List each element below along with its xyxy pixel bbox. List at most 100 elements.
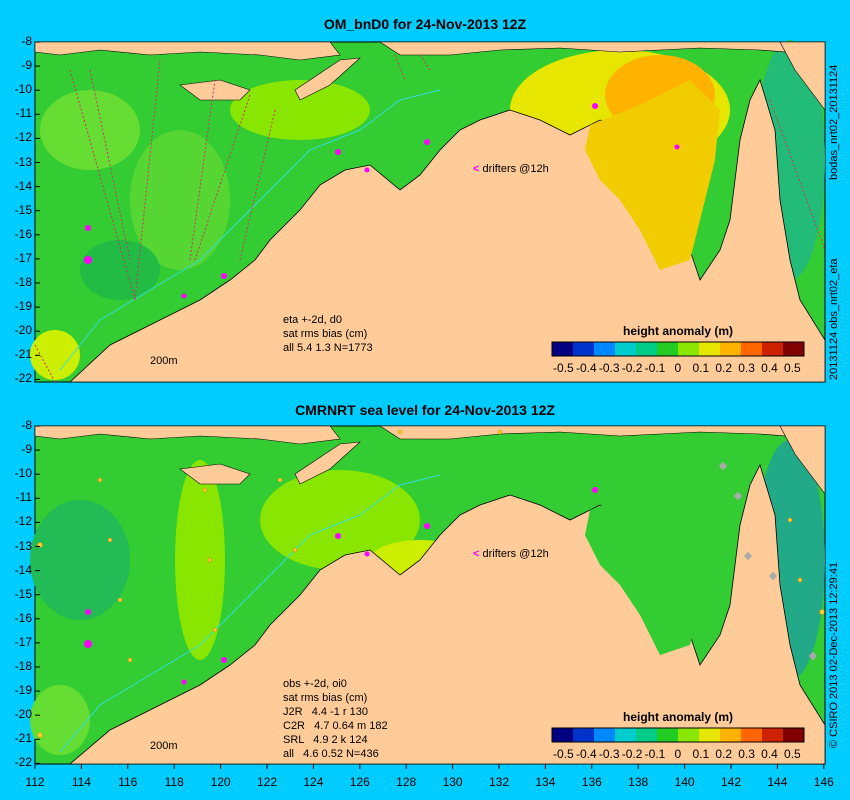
colorbar-label: -0.1 — [644, 361, 666, 375]
lat-tick-label: -16 — [14, 226, 32, 241]
lon-tick-label: 122 — [256, 775, 278, 789]
panel1-land-timor — [294, 57, 361, 101]
colorbar-segment — [573, 728, 595, 742]
colorbar-label: 0.5 — [784, 747, 801, 761]
panel2-contour — [59, 474, 441, 753]
colorbar-segment — [783, 342, 805, 356]
panel2-annotation: obs +-2d, oi0 sat rms bias (cm) J2R 4.4 … — [283, 678, 388, 760]
lat-tick-label: -13 — [14, 538, 32, 553]
colorbar-segment — [699, 342, 721, 356]
lon-tick-label: 138 — [628, 775, 649, 789]
lat-tick-label: -20 — [14, 707, 32, 722]
lat-tick-label: -12 — [14, 130, 32, 145]
lon-tick-label: 126 — [349, 775, 370, 789]
colorbar-segment — [741, 342, 763, 356]
colorbar-label: 0.5 — [784, 361, 801, 375]
panel2-anom-patch — [30, 685, 90, 755]
panel2-scale-label: 200m — [150, 740, 178, 752]
panel2-land-png — [779, 425, 826, 495]
lat-tick-label: -20 — [14, 323, 32, 338]
lat-tick-label: -14 — [14, 178, 32, 193]
colorbar-label: -0.4 — [575, 747, 597, 761]
lon-tick-label: 132 — [488, 775, 510, 789]
lon-tick-label: 144 — [767, 775, 788, 789]
panel1-anom-patch — [130, 130, 230, 270]
colorbar-label: -0.3 — [598, 747, 620, 761]
panel2-obs-tracks — [37, 429, 825, 738]
colorbar-segment — [783, 728, 805, 742]
panel2-drifters — [84, 487, 598, 685]
colorbar-segment — [762, 728, 784, 742]
panel1-drifter-legend: < drifters @12h — [473, 163, 549, 175]
panel1-anom-patch — [30, 330, 80, 380]
panel1-gulf — [585, 80, 720, 270]
colorbar-segment — [615, 728, 637, 742]
colorbar-segment — [636, 728, 658, 742]
lat-tick-label: -17 — [14, 250, 32, 265]
colorbar-label: 0.1 — [692, 361, 710, 375]
panel1-land-islands — [34, 41, 341, 61]
lat-tick-label: -18 — [14, 275, 32, 289]
drifter-marker-icon: < — [473, 548, 480, 560]
panel2-drifter-legend: < drifters @12h — [473, 548, 549, 560]
lon-tick-label: 142 — [720, 775, 742, 789]
colorbar-segment — [552, 342, 574, 356]
lat-tick-label: -10 — [14, 82, 32, 97]
colorbar-segment — [678, 342, 700, 356]
colorbar-label: 0 — [674, 361, 682, 375]
lon-tick-label: 112 — [25, 775, 45, 789]
lon-tick-label: 136 — [581, 775, 602, 789]
panel2-gulf — [585, 465, 720, 655]
panel1-land-island — [179, 79, 251, 101]
colorbar-label: -0.2 — [621, 361, 643, 375]
lat-tick-label: -8 — [21, 34, 32, 48]
colorbar-segment — [573, 342, 595, 356]
colorbar-label: 0.2 — [715, 361, 733, 375]
lon-tick-label: 120 — [210, 775, 231, 789]
lon-tick-label: 134 — [535, 775, 556, 789]
panel2-drifter-label: drifters @12h — [482, 548, 549, 560]
colorbar-segment — [552, 728, 574, 742]
panel1-colorbar-title: height anomaly (m) — [622, 324, 733, 338]
colorbar-segment — [594, 342, 616, 356]
panel2-colorbar — [551, 727, 805, 743]
colorbar-segment — [699, 728, 721, 742]
panel2-anom-patch — [175, 460, 225, 660]
lat-tick-label: -22 — [14, 755, 32, 770]
colorbar-border — [551, 727, 805, 743]
lat-tick-label: -11 — [15, 106, 32, 121]
colorbar-label: 0.4 — [761, 361, 778, 375]
side-text-1: bodas_nrt02_20131124 — [828, 64, 840, 180]
colorbar-segment — [636, 342, 658, 356]
lat-tick-label: -19 — [14, 299, 32, 314]
colorbar-label: 0.3 — [738, 361, 755, 375]
lat-tick-label: -22 — [14, 371, 32, 386]
lat-tick-label: -16 — [14, 610, 32, 625]
colorbar-segment — [615, 342, 637, 356]
colorbar-label: 0.3 — [738, 747, 755, 761]
lat-tick-label: -19 — [14, 683, 32, 698]
colorbar-label: 0.2 — [715, 747, 733, 761]
panel1-title: OM_bnD0 for 24-Nov-2013 12Z — [323, 16, 527, 32]
colorbar-label: 0.1 — [692, 747, 710, 761]
lat-tick-label: -9 — [21, 442, 32, 457]
colorbar-label: 0 — [674, 747, 682, 761]
colorbar-segment — [720, 728, 742, 742]
lat-tick-label: -15 — [14, 202, 32, 217]
panel2-obs-grey — [718, 461, 818, 661]
lon-tick-label: 124 — [303, 775, 324, 789]
panel1-contour — [59, 89, 441, 371]
panel2-land-islands — [34, 425, 341, 445]
panel2-land-timor — [294, 441, 361, 485]
panel1-drifters — [84, 103, 680, 299]
colorbar-label: -0.4 — [575, 361, 597, 375]
colorbar-border — [551, 341, 805, 357]
lon-tick-label: 140 — [674, 775, 695, 789]
panel2-title: CMRNRT sea level for 24-Nov-2013 12Z — [295, 402, 555, 418]
colorbar-segment — [657, 342, 679, 356]
panel2-land-island — [179, 463, 251, 485]
lat-tick-label: -17 — [14, 634, 32, 649]
panel2-anom-patch — [30, 500, 130, 620]
panel1-scale-label: 200m — [150, 355, 178, 367]
lon-tick-label: 130 — [442, 775, 463, 789]
